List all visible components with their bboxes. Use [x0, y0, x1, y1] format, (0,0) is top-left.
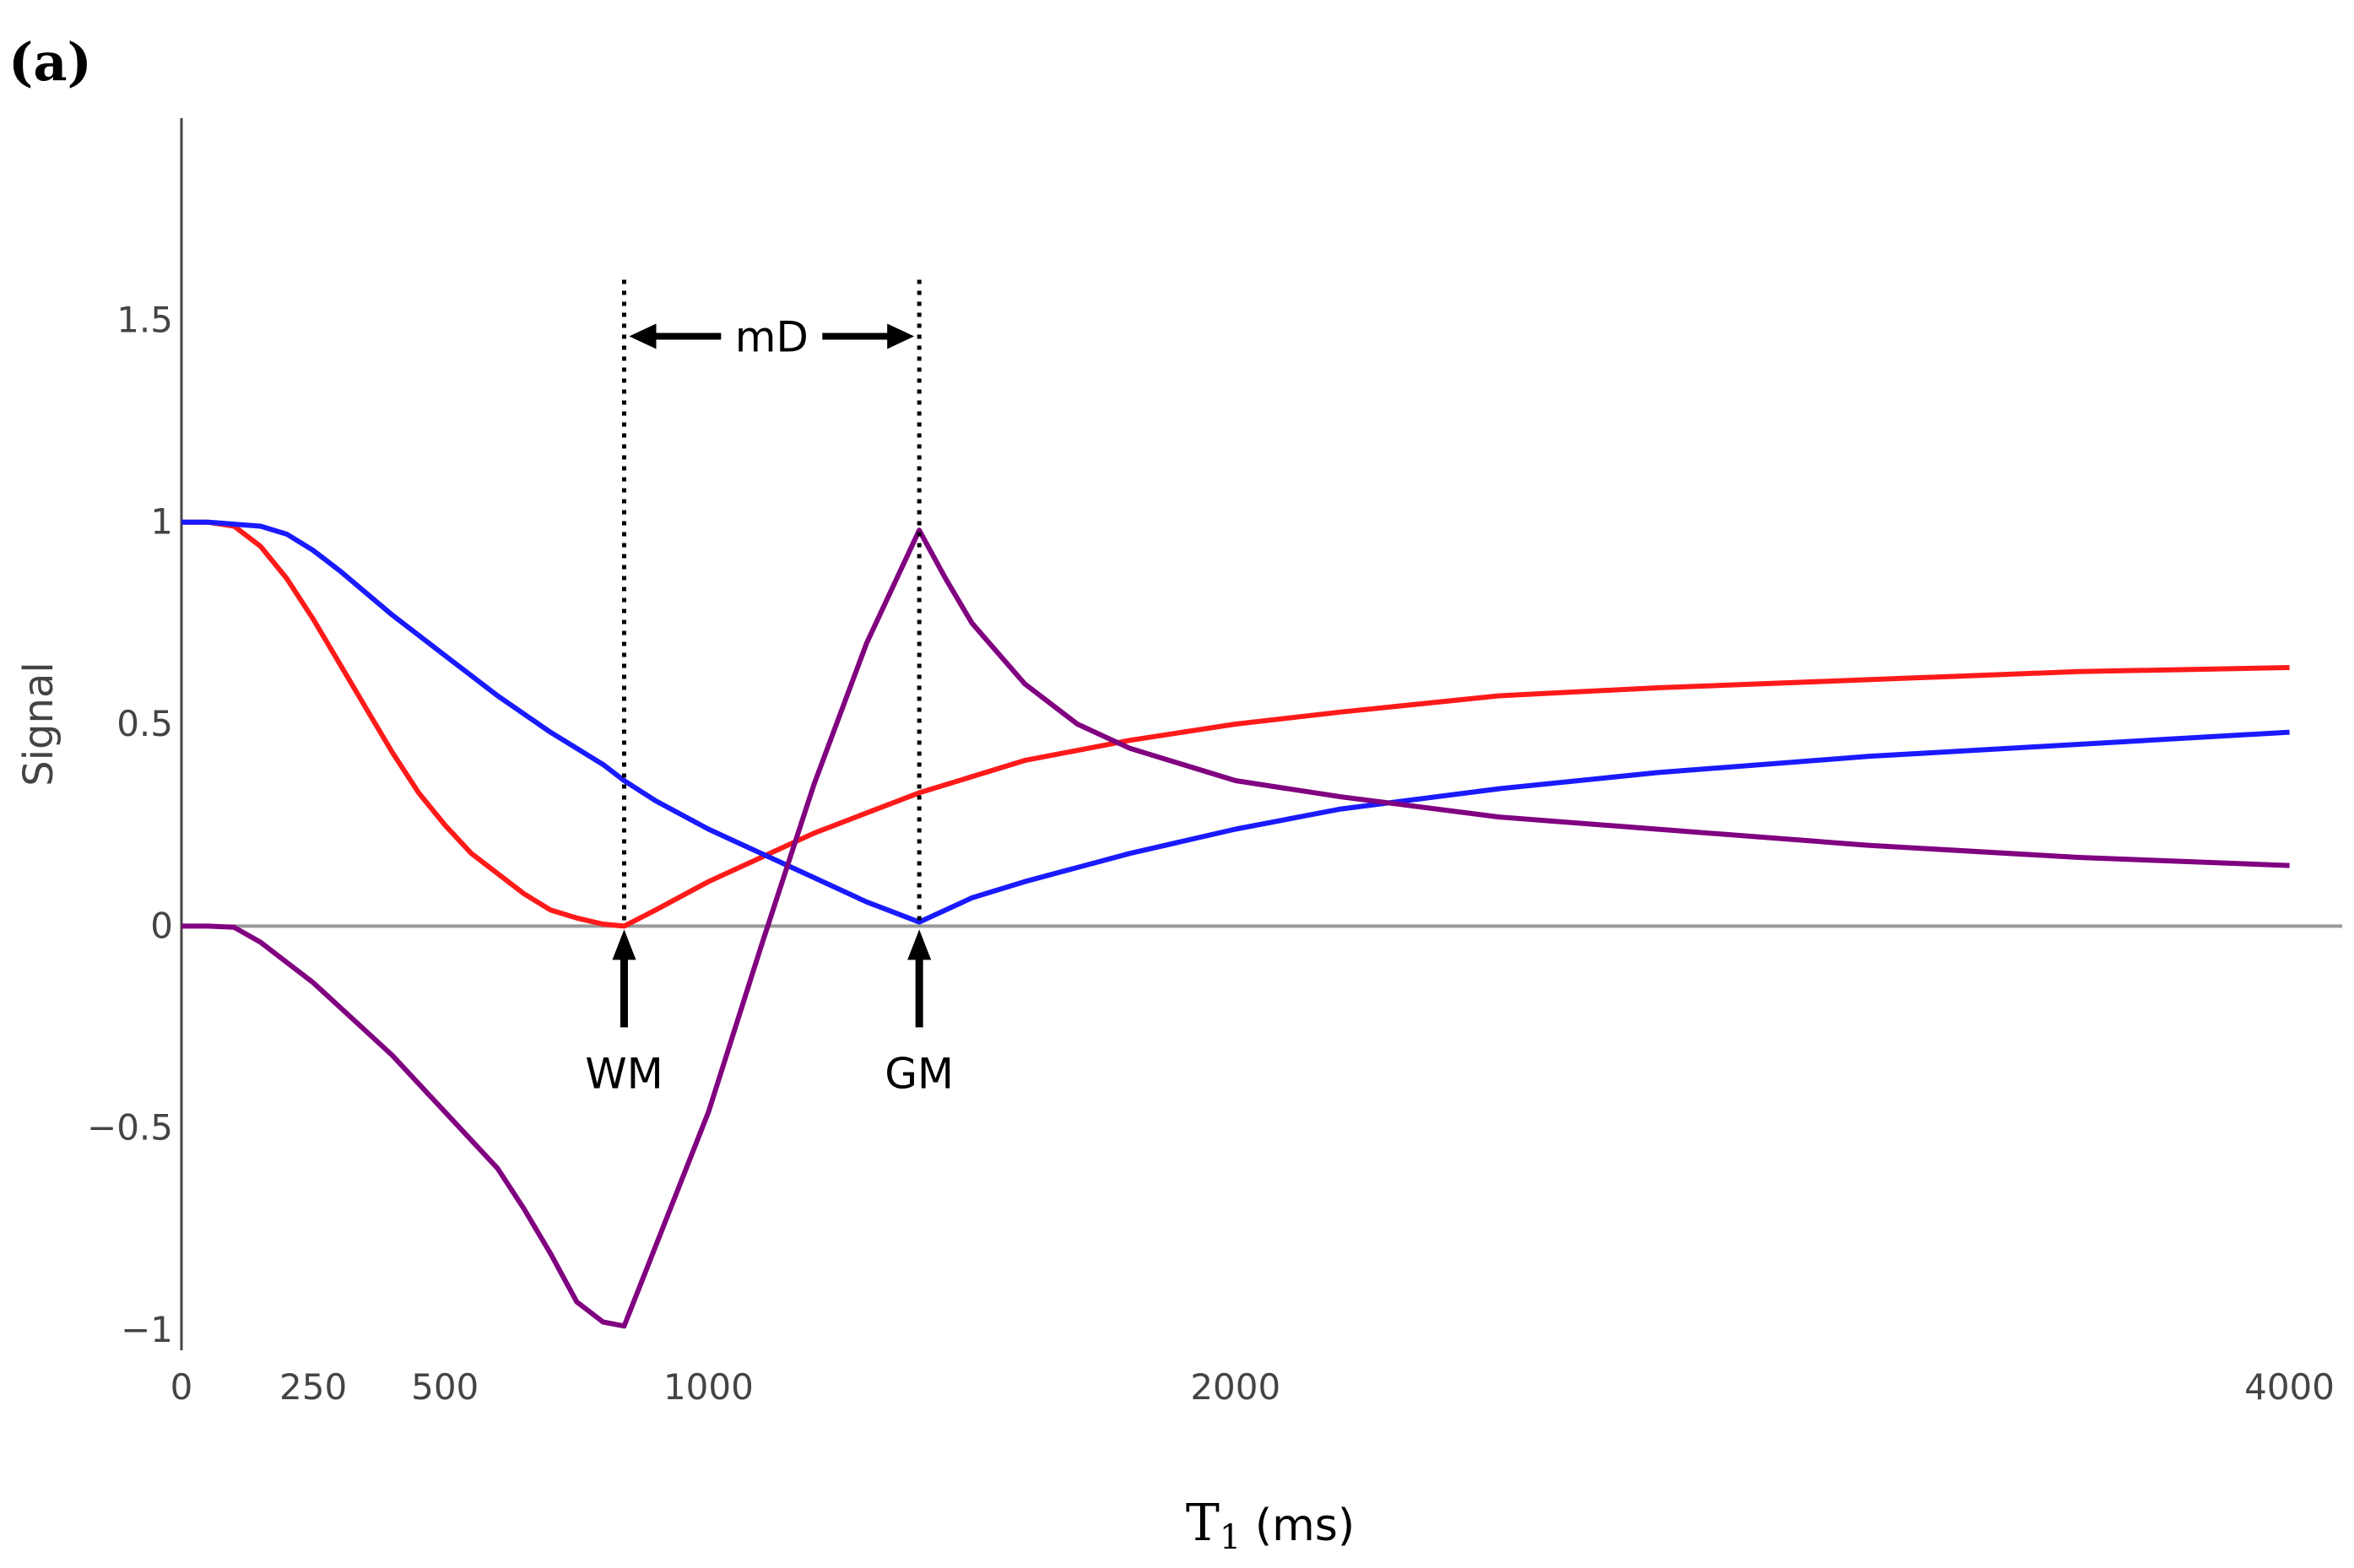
y-axis-title: Signal	[15, 662, 62, 786]
x-tick-labels: 0 250 500 1000 2000 4000	[170, 1366, 2335, 1408]
panel-label: (a)	[8, 31, 92, 93]
wm-arrow-icon	[612, 929, 636, 960]
x-axis-title-suffix: (ms)	[1241, 1500, 1355, 1551]
y-tick-labels: −1 −0.5 0 0.5 1 1.5	[87, 299, 173, 1350]
series-line-wm-signal	[181, 519, 2290, 929]
md-label: mD	[735, 312, 809, 361]
y-tick-label: 0	[150, 905, 173, 946]
y-tick-label: 1.5	[116, 299, 173, 340]
x-axis-title-main: T	[1186, 1494, 1220, 1553]
gm-label: GM	[885, 1049, 954, 1098]
y-tick-label: −1	[121, 1309, 173, 1350]
x-tick-label: 500	[411, 1366, 479, 1408]
y-tick-label: 1	[150, 501, 173, 543]
x-axis-title: T1 (ms)	[1186, 1494, 1355, 1557]
y-tick-label: 0.5	[116, 703, 173, 744]
arrow-right-icon	[887, 323, 915, 349]
gm-arrow-icon	[907, 929, 932, 960]
wm-label: WM	[585, 1049, 663, 1098]
x-tick-label: 0	[170, 1366, 193, 1408]
x-tick-label: 4000	[2244, 1366, 2335, 1408]
annotations: WM GM mD	[585, 279, 954, 1098]
x-tick-label: 250	[279, 1366, 347, 1408]
x-tick-label: 2000	[1190, 1366, 1280, 1408]
x-axis-title-subscript: 1	[1220, 1518, 1241, 1557]
arrow-left-icon	[629, 323, 657, 349]
axes: −1 −0.5 0 0.5 1 1.5 0 250 500 1000 2000 4000	[87, 118, 2342, 1408]
x-tick-label: 1000	[663, 1366, 754, 1408]
series-group	[181, 519, 2290, 1329]
series-line-difference	[181, 527, 2290, 1329]
y-tick-label: −0.5	[87, 1107, 173, 1149]
